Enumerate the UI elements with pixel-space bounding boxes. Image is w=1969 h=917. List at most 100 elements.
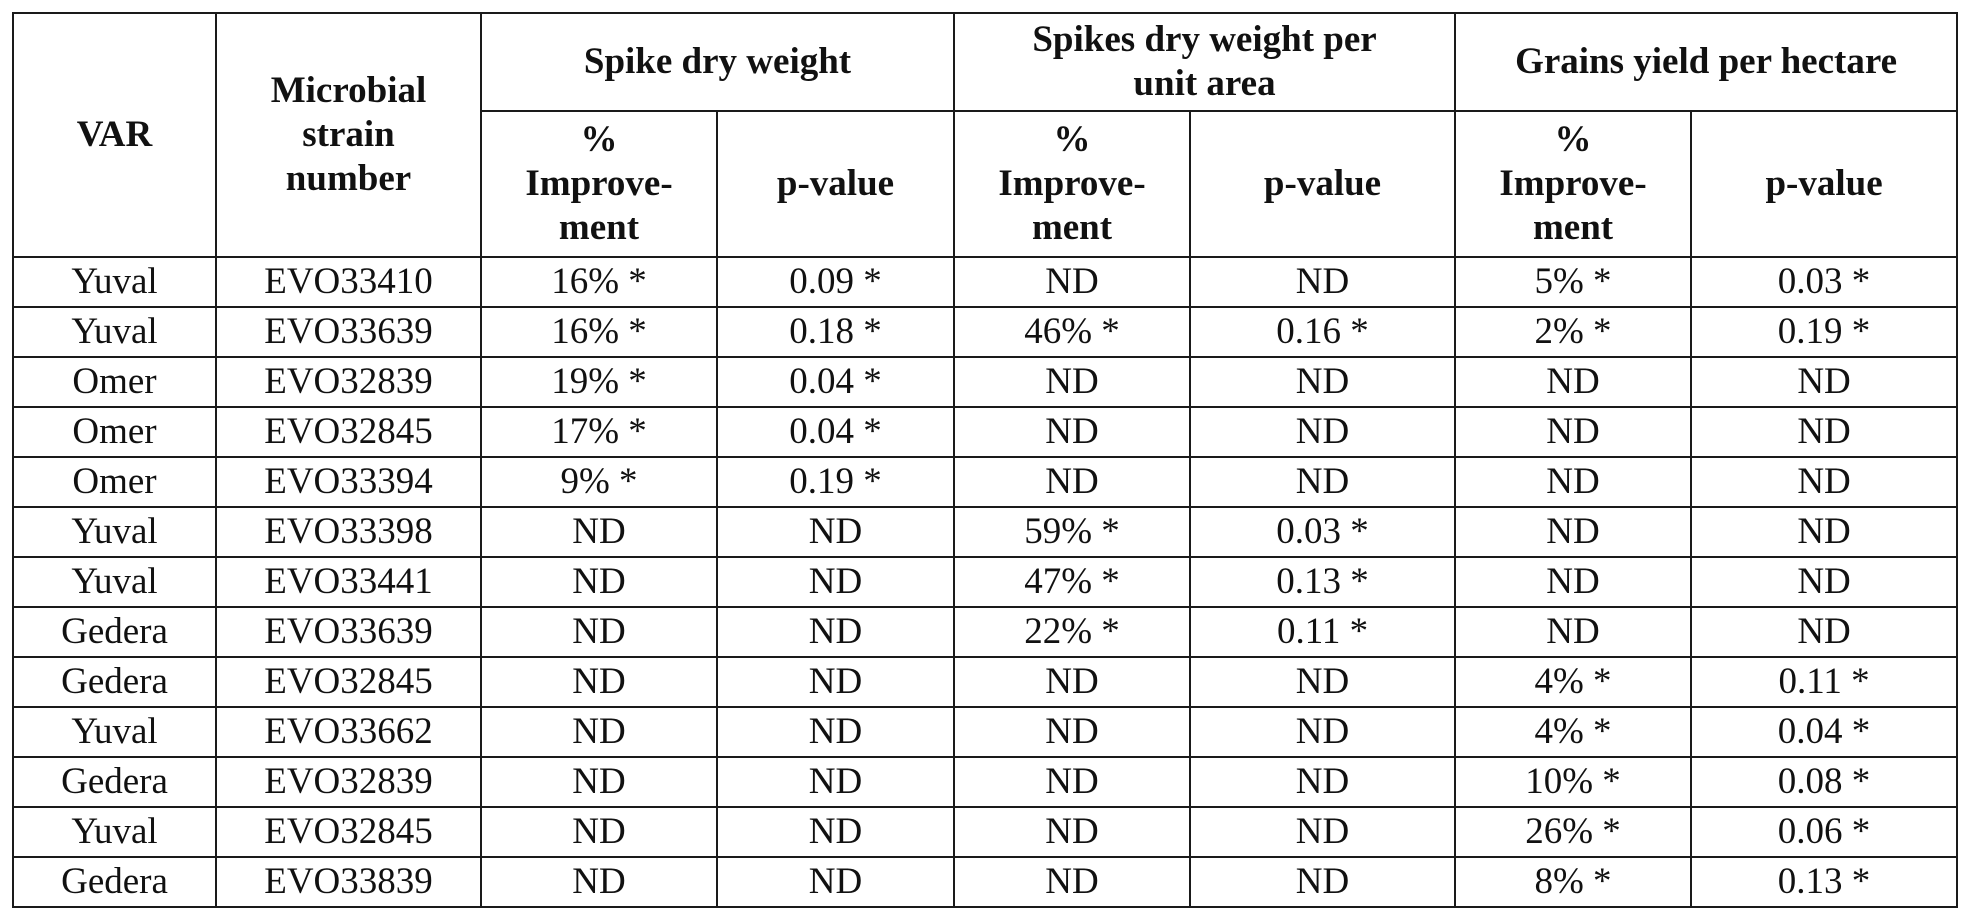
cell-spikes-per-area-p-value: ND — [1189, 756, 1457, 808]
cell-grains-yield-improvement: 10% * — [1454, 756, 1693, 808]
table-row: Yuval EVO33441 ND ND 47% * 0.13 * ND ND — [12, 556, 1959, 608]
cell-grains-yield-p-value: ND — [1690, 456, 1959, 508]
cell-spikes-per-area-improvement: ND — [953, 406, 1192, 458]
cell-strain-number: EVO33639 — [215, 306, 482, 358]
header-group-line: Spikes dry weight per — [1032, 19, 1377, 60]
cell-strain-number: EVO33662 — [215, 706, 482, 758]
cell-grains-yield-improvement: 2% * — [1454, 306, 1693, 358]
cell-grains-yield-improvement: ND — [1454, 606, 1693, 658]
header-group-line: unit area — [1133, 63, 1276, 104]
cell-spikes-per-area-improvement: ND — [953, 656, 1192, 708]
table-row: Gedera EVO33639 ND ND 22% * 0.11 * ND ND — [12, 606, 1959, 658]
cell-spikes-per-area-improvement: ND — [953, 756, 1192, 808]
cell-spike-dry-weight-p-value: ND — [715, 506, 956, 558]
cell-spikes-per-area-improvement: ND — [953, 706, 1192, 758]
table-row: Gedera EVO33839 ND ND ND ND 8% * 0.13 * — [12, 856, 1959, 908]
cell-spike-dry-weight-p-value: 0.18 * — [715, 306, 956, 358]
header-p-value: p-value — [1189, 110, 1457, 258]
cell-grains-yield-p-value: 0.11 * — [1690, 656, 1959, 708]
cell-strain-number: EVO32839 — [215, 356, 482, 408]
cell-spikes-per-area-p-value: ND — [1189, 656, 1457, 708]
cell-spikes-per-area-improvement: ND — [953, 456, 1192, 508]
header-strain-line: Microbial — [270, 70, 427, 111]
cell-var: Omer — [12, 356, 217, 408]
cell-spikes-per-area-p-value: 0.13 * — [1189, 556, 1457, 608]
cell-var: Yuval — [12, 306, 217, 358]
cell-var: Yuval — [12, 806, 217, 858]
cell-spikes-per-area-improvement: 46% * — [953, 306, 1192, 358]
cell-grains-yield-p-value: ND — [1690, 556, 1959, 608]
cell-spikes-per-area-improvement: ND — [953, 356, 1192, 408]
cell-spikes-per-area-p-value: ND — [1189, 706, 1457, 758]
cell-strain-number: EVO33441 — [215, 556, 482, 608]
header-improvement: % Improve- ment — [1454, 110, 1693, 258]
header-group-spikes-dry-weight-per-unit-area: Spikes dry weight per unit area — [953, 12, 1457, 112]
cell-spike-dry-weight-improvement: ND — [480, 756, 718, 808]
cell-grains-yield-p-value: 0.06 * — [1690, 806, 1959, 858]
header-var: VAR — [12, 12, 217, 258]
header-row-groups: VAR Microbial strain number Spike dry we… — [12, 12, 1959, 258]
cell-strain-number: EVO32845 — [215, 406, 482, 458]
cell-spikes-per-area-p-value: 0.03 * — [1189, 506, 1457, 558]
cell-grains-yield-improvement: ND — [1454, 556, 1693, 608]
cell-strain-number: EVO33410 — [215, 256, 482, 308]
cell-spike-dry-weight-improvement: 16% * — [480, 256, 718, 308]
cell-var: Omer — [12, 406, 217, 458]
cell-var: Yuval — [12, 556, 217, 608]
cell-spikes-per-area-p-value: 0.16 * — [1189, 306, 1457, 358]
cell-grains-yield-p-value: 0.19 * — [1690, 306, 1959, 358]
cell-grains-yield-p-value: ND — [1690, 406, 1959, 458]
header-improvement-line: Improve- — [1499, 163, 1647, 204]
header-improvement-line: Improve- — [525, 163, 673, 204]
cell-spike-dry-weight-p-value: ND — [715, 756, 956, 808]
header-improvement-line: % — [1053, 119, 1091, 160]
header-improvement: % Improve- ment — [480, 110, 718, 258]
cell-var: Yuval — [12, 506, 217, 558]
cell-grains-yield-improvement: 8% * — [1454, 856, 1693, 908]
cell-grains-yield-improvement: ND — [1454, 406, 1693, 458]
table-row: Omer EVO33394 9% * 0.19 * ND ND ND ND — [12, 456, 1959, 508]
cell-spikes-per-area-p-value: ND — [1189, 856, 1457, 908]
cell-spikes-per-area-improvement: 47% * — [953, 556, 1192, 608]
header-row-subcolumns: % Improve- ment p-value % Improve- ment … — [13, 110, 1959, 258]
cell-spike-dry-weight-improvement: ND — [480, 706, 718, 758]
cell-grains-yield-improvement: ND — [1454, 356, 1693, 408]
results-table: VAR Microbial strain number Spike dry we… — [12, 12, 1959, 908]
cell-spike-dry-weight-p-value: ND — [715, 656, 956, 708]
header-group-grains-yield-per-hectare: Grains yield per hectare — [1454, 12, 1959, 112]
cell-spike-dry-weight-improvement: 17% * — [480, 406, 718, 458]
header-group-line: Grains yield per hectare — [1515, 41, 1898, 82]
cell-var: Gedera — [12, 606, 217, 658]
cell-spikes-per-area-p-value: 0.11 * — [1189, 606, 1457, 658]
cell-strain-number: EVO32845 — [215, 806, 482, 858]
cell-strain-number: EVO32845 — [215, 656, 482, 708]
header-improvement-line: % — [1554, 119, 1592, 160]
cell-spikes-per-area-p-value: ND — [1189, 356, 1457, 408]
cell-strain-number: EVO32839 — [215, 756, 482, 808]
cell-spikes-per-area-p-value: ND — [1189, 256, 1457, 308]
cell-spike-dry-weight-improvement: ND — [480, 506, 718, 558]
cell-grains-yield-improvement: 4% * — [1454, 706, 1693, 758]
cell-grains-yield-p-value: ND — [1690, 356, 1959, 408]
table-row: Omer EVO32845 17% * 0.04 * ND ND ND ND — [12, 406, 1959, 458]
cell-spike-dry-weight-p-value: 0.04 * — [715, 406, 956, 458]
header-microbial-strain-number: Microbial strain number — [215, 12, 482, 258]
cell-spikes-per-area-p-value: ND — [1189, 406, 1457, 458]
cell-spikes-per-area-improvement: 22% * — [953, 606, 1192, 658]
cell-spike-dry-weight-improvement: 16% * — [480, 306, 718, 358]
cell-grains-yield-p-value: 0.13 * — [1690, 856, 1959, 908]
cell-spikes-per-area-p-value: ND — [1189, 456, 1457, 508]
table-row: Omer EVO32839 19% * 0.04 * ND ND ND ND — [12, 356, 1959, 408]
cell-grains-yield-improvement: 4% * — [1454, 656, 1693, 708]
table-row: Yuval EVO32845 ND ND ND ND 26% * 0.06 * — [12, 806, 1959, 858]
cell-spike-dry-weight-p-value: 0.04 * — [715, 356, 956, 408]
cell-strain-number: EVO33394 — [215, 456, 482, 508]
cell-grains-yield-p-value: ND — [1690, 606, 1959, 658]
cell-grains-yield-p-value: ND — [1690, 506, 1959, 558]
cell-var: Gedera — [12, 856, 217, 908]
cell-spikes-per-area-p-value: ND — [1189, 806, 1457, 858]
cell-spike-dry-weight-p-value: ND — [715, 806, 956, 858]
header-p-value: p-value — [715, 110, 956, 258]
table-row: Yuval EVO33662 ND ND ND ND 4% * 0.04 * — [12, 706, 1959, 758]
header-strain-line: strain — [302, 114, 395, 155]
